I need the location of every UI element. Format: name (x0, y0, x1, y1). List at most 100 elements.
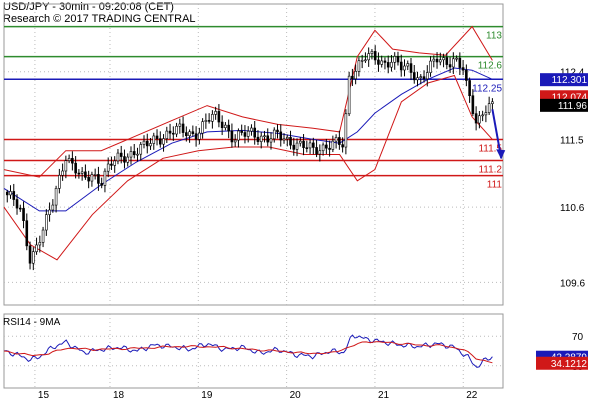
candle-body (474, 113, 478, 124)
candle-body (116, 152, 120, 162)
candle-body (237, 130, 240, 141)
candle-body (328, 147, 331, 150)
candle-body (259, 135, 263, 142)
candle-body (442, 57, 445, 61)
candle-body (214, 111, 217, 115)
candle-body (360, 59, 364, 62)
candle-body (178, 123, 182, 127)
level-label-4: 111.2 (478, 165, 502, 176)
candle-body (481, 114, 484, 117)
candle-body (478, 115, 481, 124)
candle-body (165, 130, 169, 139)
x-tick-18: 18 (113, 390, 125, 400)
candle-body (103, 170, 107, 186)
candle-body (292, 144, 296, 150)
candle-body (28, 245, 32, 264)
candle-body (331, 140, 335, 150)
candle-body (224, 124, 227, 129)
candle-body (448, 64, 452, 68)
candle-body (269, 138, 273, 143)
candle-body (419, 76, 423, 78)
candle-body (377, 59, 380, 65)
price-box-2 (540, 98, 588, 112)
candle-body (149, 143, 152, 147)
candle-body (152, 135, 156, 144)
candle-body (461, 67, 465, 71)
candle-body (386, 62, 390, 68)
candle-body (38, 242, 42, 246)
price-box-0 (540, 73, 588, 87)
candle-body (126, 156, 130, 163)
rsi-tick-70: 70 (572, 332, 584, 343)
candle-body (191, 131, 195, 134)
candle-body (48, 209, 51, 215)
candle-body (9, 191, 12, 196)
candle-body (188, 131, 191, 137)
candle-body (220, 121, 224, 129)
level-label-5: 111 (487, 180, 503, 191)
candle-body (315, 147, 318, 155)
candle-body (132, 151, 136, 156)
candle-body (97, 174, 100, 184)
candle-body (468, 80, 471, 97)
candle-body (201, 121, 204, 134)
candle-body (416, 77, 419, 81)
moving-average-line (3, 67, 493, 212)
candle-body (357, 60, 361, 72)
candle-body (172, 132, 175, 135)
candle-body (344, 113, 348, 148)
candle-body (45, 214, 48, 231)
candle-body (256, 136, 260, 142)
candle-body (58, 174, 61, 189)
candle-body (240, 130, 243, 133)
candle-body (487, 103, 491, 113)
candle-body (87, 177, 90, 182)
level-label-3: 111.5 (478, 143, 502, 154)
chart-copyright: Research © 2017 TRADING CENTRAL (3, 13, 196, 25)
candle-body (435, 58, 439, 63)
candle-body (491, 101, 494, 104)
candle-body (77, 172, 81, 175)
candle-body (84, 171, 87, 178)
candle-body (110, 163, 113, 166)
candle-body (393, 56, 397, 63)
candle-body (289, 137, 292, 146)
candle-body (455, 57, 458, 60)
candle-body (74, 162, 77, 174)
candle-body (119, 152, 123, 157)
candle-body (71, 158, 74, 164)
y-tick-110.6: 110.6 (560, 203, 585, 214)
candle-body (302, 140, 305, 148)
candle-body (227, 124, 230, 132)
candle-body (305, 147, 309, 149)
candle-body (396, 56, 400, 63)
candle-body (354, 71, 357, 80)
candle-body (35, 244, 38, 252)
candle-body (338, 137, 341, 145)
candle-body (429, 60, 432, 73)
candle-body (162, 138, 165, 145)
level-label-1: 112.6 (478, 61, 503, 72)
candle-body (93, 174, 97, 176)
candle-body (318, 150, 322, 155)
price-box-label-1: 112.074 (552, 92, 588, 103)
candle-body (445, 57, 449, 65)
candle-body (465, 69, 468, 81)
candle-body (80, 171, 84, 174)
y-tick-111.5: 111.5 (560, 135, 584, 146)
candle-body (67, 158, 71, 161)
rsi-panel-frame (3, 313, 504, 389)
candle-body (233, 139, 237, 143)
candle-body (136, 153, 139, 156)
candle-body (168, 130, 172, 134)
candle-body (22, 208, 25, 221)
candle-body (282, 138, 286, 141)
candle-body (484, 112, 488, 116)
x-tick-22: 22 (466, 390, 478, 400)
rsi-panel-title: RSI14 - 9MA (3, 317, 61, 328)
candle-body (412, 72, 416, 81)
rsi-box-label-1: 34.1212 (551, 359, 588, 370)
candle-body (458, 57, 462, 68)
candle-body (279, 131, 283, 141)
